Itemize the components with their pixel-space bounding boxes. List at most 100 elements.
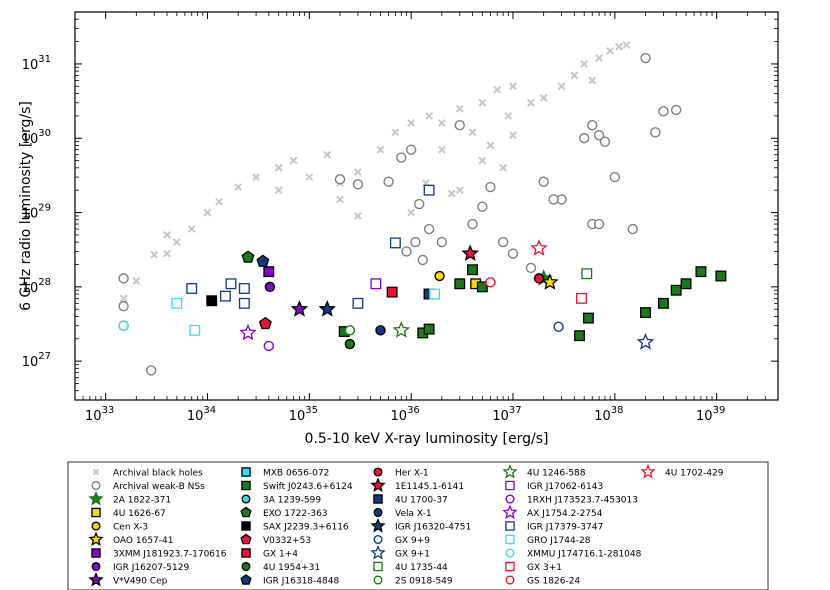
data-point <box>392 321 411 338</box>
series-5 <box>541 273 559 290</box>
data-point <box>557 82 566 91</box>
legend-label: GS 1826-24 <box>527 577 580 587</box>
data-point <box>239 323 257 341</box>
data-point <box>118 273 129 284</box>
legend-label: 3A 1239-599 <box>263 496 321 506</box>
data-points <box>118 41 727 376</box>
data-point <box>414 198 425 210</box>
data-point <box>476 281 488 293</box>
legend-entry: IGR J16320-4751 <box>370 517 471 533</box>
legend-label: GX 9+9 <box>395 536 430 546</box>
legend-entry: 4U 1735-44 <box>373 561 448 573</box>
data-point <box>274 163 283 172</box>
data-point <box>256 254 270 267</box>
series-25 <box>581 268 593 280</box>
data-point <box>454 119 465 131</box>
data-point <box>455 186 464 195</box>
legend-entry: GX 9+9 <box>373 534 430 546</box>
x-tick-label: 1036 <box>391 405 420 424</box>
x-tick-label: 1035 <box>289 405 318 424</box>
legend-label: OAO 1657-41 <box>113 536 173 546</box>
series-7 <box>264 281 276 293</box>
legend-marker <box>91 480 101 491</box>
legend-marker <box>502 463 518 479</box>
x-tick-label: 1033 <box>85 405 114 424</box>
data-point <box>352 179 364 190</box>
data-point <box>203 208 212 217</box>
data-point <box>507 248 519 259</box>
series-4 <box>434 270 445 282</box>
data-point <box>423 184 435 196</box>
data-point-stroke <box>407 208 416 217</box>
legend-entry: GRO J1744-28 <box>505 534 591 546</box>
y-tick-label: 1028 <box>22 277 51 296</box>
legend-entry: Cen X-3 <box>91 521 148 533</box>
legend-marker <box>505 534 515 545</box>
x-axis-label: 0.5-10 keV X-ray luminosity [erg/s] <box>305 431 549 447</box>
legend-marker <box>91 548 101 558</box>
data-point <box>578 133 590 144</box>
legend-marker <box>88 490 104 506</box>
data-point <box>334 174 346 185</box>
data-point <box>468 128 477 137</box>
data-point-stroke <box>163 249 171 258</box>
data-point <box>391 128 400 137</box>
legend-entry: 4U 1954+31 <box>241 561 320 573</box>
data-point <box>680 278 692 290</box>
data-point <box>525 262 537 274</box>
data-point <box>264 281 276 293</box>
legend-label: Archival black holes <box>113 469 203 479</box>
legend-label: 1RXH J173523.7-453013 <box>527 496 638 506</box>
data-point <box>318 300 337 317</box>
data-point <box>509 82 517 91</box>
data-point <box>238 297 250 309</box>
data-point-stroke <box>150 250 159 259</box>
data-point <box>570 71 579 80</box>
legend-entry: IGR J16207-5129 <box>91 561 189 573</box>
legend-label: Vela X-1 <box>395 509 432 519</box>
data-point <box>615 42 623 51</box>
legend-marker <box>502 504 518 520</box>
data-point <box>606 46 615 55</box>
legend-entry: GS 1826-24 <box>505 575 580 587</box>
legend-label: 4U 1954+31 <box>263 563 320 573</box>
data-point-stroke <box>622 41 631 49</box>
data-point-stroke <box>132 277 141 285</box>
series-15 <box>386 286 398 298</box>
data-point-stroke <box>504 111 513 120</box>
data-point <box>258 316 272 330</box>
legend-marker <box>373 507 383 518</box>
legend-entry: OAO 1657-41 <box>88 531 173 547</box>
data-point-stroke <box>376 145 385 154</box>
legend-label: Cen X-3 <box>113 523 148 533</box>
series-0 <box>119 41 631 303</box>
legend-label: IGR J17062-6143 <box>527 482 603 492</box>
legend-marker <box>640 463 656 479</box>
legend-marker <box>240 574 252 585</box>
data-point <box>454 278 466 290</box>
legend-entry: 1E1145.1-6141 <box>370 477 464 493</box>
data-point-stroke <box>215 197 224 206</box>
data-point <box>354 168 362 177</box>
data-point <box>405 144 417 155</box>
data-point <box>396 152 407 163</box>
legend-marker <box>240 533 252 545</box>
data-point-stroke <box>289 156 298 165</box>
legend-label: 1E1145.1-6141 <box>395 482 464 492</box>
data-point <box>486 141 495 150</box>
data-point <box>504 111 513 120</box>
data-point <box>241 250 255 263</box>
legend-entry: 4U 1246-588 <box>502 463 586 479</box>
legend-marker <box>370 544 386 560</box>
data-point <box>581 268 593 280</box>
data-point <box>670 284 682 296</box>
plot-frame <box>74 11 779 401</box>
legend-marker-stroke <box>92 468 100 476</box>
data-point <box>219 290 231 302</box>
series-23 <box>553 321 564 332</box>
data-point <box>477 201 488 212</box>
data-point <box>376 145 385 154</box>
data-point <box>434 270 445 282</box>
data-point <box>417 254 428 266</box>
